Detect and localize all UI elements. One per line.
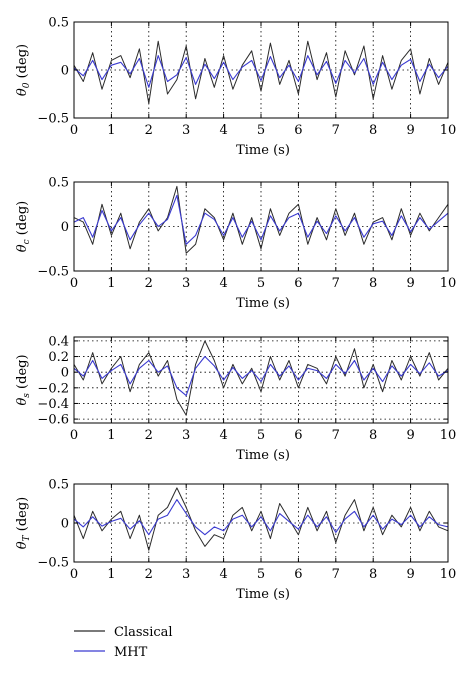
y-axis-label-symbol: θ (15, 244, 30, 252)
x-tick-label: 8 (369, 428, 377, 443)
y-axis-label-subscript: T (22, 534, 32, 541)
series-line-mht (73, 55, 449, 88)
legend-label-mht: MHT (114, 645, 148, 660)
series-line-classical (73, 40, 449, 105)
y-tick-label: −0.5 (37, 265, 69, 280)
x-tick-label: 7 (332, 428, 340, 443)
x-tick-label: 9 (406, 276, 414, 291)
x-tick-label: 8 (369, 567, 377, 582)
x-tick-label: 1 (107, 567, 115, 582)
x-tick-label: 2 (145, 428, 153, 443)
y-axis-label-subscript: s (22, 393, 32, 398)
x-tick-label: 10 (440, 123, 457, 138)
x-tick-label: 7 (332, 276, 340, 291)
y-axis-label-subscript: 0 (22, 82, 32, 88)
y-tick-label: −0.6 (37, 413, 69, 428)
x-tick-label: 3 (182, 428, 190, 443)
y-tick-label: −0.2 (37, 381, 69, 396)
y-axis-label: θc (deg) (15, 201, 32, 253)
y-axis-label-unit: (deg) (15, 497, 30, 536)
legend-label-classical: Classical (114, 625, 173, 640)
x-tick-label: 10 (440, 276, 457, 291)
x-axis-label: Time (s) (236, 296, 290, 311)
x-tick-label: 10 (440, 567, 457, 582)
y-tick-label: 0 (61, 366, 69, 381)
x-tick-label: 4 (219, 123, 227, 138)
x-tick-label: 1 (107, 123, 115, 138)
x-axis-label: Time (s) (236, 587, 290, 602)
y-tick-label: −0.4 (37, 397, 69, 412)
x-tick-label: 1 (107, 276, 115, 291)
x-tick-label: 3 (182, 123, 190, 138)
x-tick-label: 3 (182, 567, 190, 582)
x-tick-label: 2 (145, 567, 153, 582)
x-tick-label: 4 (219, 428, 227, 443)
series-line-mht (73, 355, 449, 397)
x-tick-label: 0 (70, 123, 78, 138)
y-tick-label: −0.5 (37, 112, 69, 127)
y-tick-label: 0 (61, 220, 69, 235)
x-tick-label: 4 (219, 276, 227, 291)
y-axis-label-subscript: c (22, 239, 32, 244)
x-tick-label: 5 (257, 567, 265, 582)
x-tick-label: 5 (257, 123, 265, 138)
series-line-mht (73, 499, 449, 536)
x-tick-label: 3 (182, 276, 190, 291)
x-tick-label: 5 (257, 428, 265, 443)
x-tick-label: 0 (70, 276, 78, 291)
x-tick-label: 10 (440, 428, 457, 443)
x-tick-label: 8 (369, 276, 377, 291)
y-tick-label: 0 (61, 517, 69, 532)
y-axis-label: θT (deg) (15, 497, 32, 549)
x-tick-label: 7 (332, 567, 340, 582)
legend: Classical MHT (74, 625, 173, 660)
y-axis-label-symbol: θ (15, 541, 30, 549)
y-axis-label: θ0 (deg) (15, 44, 32, 96)
y-tick-label: 0.5 (48, 176, 69, 191)
x-tick-label: 9 (406, 123, 414, 138)
x-tick-label: 6 (294, 428, 302, 443)
x-tick-label: 4 (219, 567, 227, 582)
y-axis-label-symbol: θ (15, 398, 30, 406)
y-axis-label: θs (deg) (15, 354, 32, 405)
y-tick-label: 0.4 (48, 334, 69, 349)
y-axis-label-unit: (deg) (15, 201, 30, 240)
y-tick-label: 0 (61, 64, 69, 79)
x-tick-label: 6 (294, 276, 302, 291)
x-tick-label: 8 (369, 123, 377, 138)
x-tick-label: 0 (70, 567, 78, 582)
x-tick-label: 5 (257, 276, 265, 291)
series-line-mht (73, 194, 449, 245)
y-tick-label: −0.5 (37, 556, 69, 571)
y-tick-label: 0.5 (48, 16, 69, 31)
x-tick-label: 0 (70, 428, 78, 443)
x-axis-label: Time (s) (236, 448, 290, 463)
y-axis-label-unit: (deg) (15, 44, 30, 83)
x-tick-label: 7 (332, 123, 340, 138)
x-tick-label: 2 (145, 123, 153, 138)
x-tick-label: 2 (145, 276, 153, 291)
x-tick-label: 6 (294, 567, 302, 582)
y-tick-label: 0.2 (48, 350, 69, 365)
axes-frame (73, 181, 449, 272)
x-tick-label: 9 (406, 428, 414, 443)
axes-frame (73, 483, 449, 563)
y-axis-label-unit: (deg) (15, 354, 30, 393)
x-tick-label: 9 (406, 567, 414, 582)
y-axis-label-symbol: θ (15, 88, 30, 96)
x-axis-label: Time (s) (236, 143, 290, 158)
x-tick-label: 1 (107, 428, 115, 443)
x-tick-label: 6 (294, 123, 302, 138)
y-tick-label: 0.5 (48, 478, 69, 493)
